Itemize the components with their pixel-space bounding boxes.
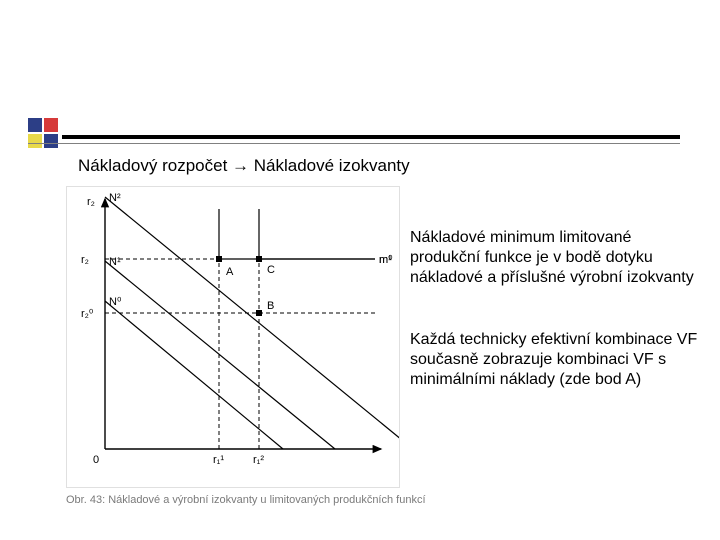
svg-text:N¹: N¹	[109, 256, 121, 268]
title-rule-thick	[62, 135, 680, 139]
logo-sq-tl	[28, 118, 42, 132]
svg-text:A: A	[226, 266, 234, 278]
paragraph-cost-minimum: Nákladové minimum limitované produkční f…	[410, 228, 700, 288]
svg-text:B: B	[267, 300, 274, 312]
svg-text:r₂: r₂	[81, 254, 89, 266]
isoquant-diagram: 0r₂N²N¹N⁰m⁰m¹ABCr₁¹r₁²r₂r₂⁰	[67, 187, 399, 487]
intro-line: Nákladový rozpočet → Nákladové izokvanty	[78, 156, 410, 176]
figure-caption: Obr. 43: Nákladové a výrobní izokvanty u…	[66, 494, 426, 506]
svg-text:r₁¹: r₁¹	[213, 454, 224, 466]
logo-sq-br	[44, 134, 58, 148]
para1-pre: Nákladové minimum	[410, 229, 559, 246]
svg-text:r₁²: r₁²	[253, 454, 264, 466]
svg-text:0: 0	[93, 454, 99, 466]
svg-text:m¹: m¹	[379, 254, 392, 266]
svg-text:N⁰: N⁰	[109, 296, 122, 308]
svg-text:r₂: r₂	[87, 196, 95, 208]
logo-sq-bl	[28, 134, 42, 148]
paragraph-efficient-combination: Každá technicky efektivní kombinace VF s…	[410, 330, 700, 390]
svg-text:r₂⁰: r₂⁰	[81, 308, 94, 320]
svg-text:N²: N²	[109, 192, 121, 204]
slide-logo	[28, 118, 60, 150]
logo-sq-tr	[44, 118, 58, 132]
svg-text:C: C	[267, 264, 275, 276]
title-rule-thin	[28, 143, 680, 144]
diagram-container: 0r₂N²N¹N⁰m⁰m¹ABCr₁¹r₁²r₂r₂⁰	[66, 186, 400, 488]
